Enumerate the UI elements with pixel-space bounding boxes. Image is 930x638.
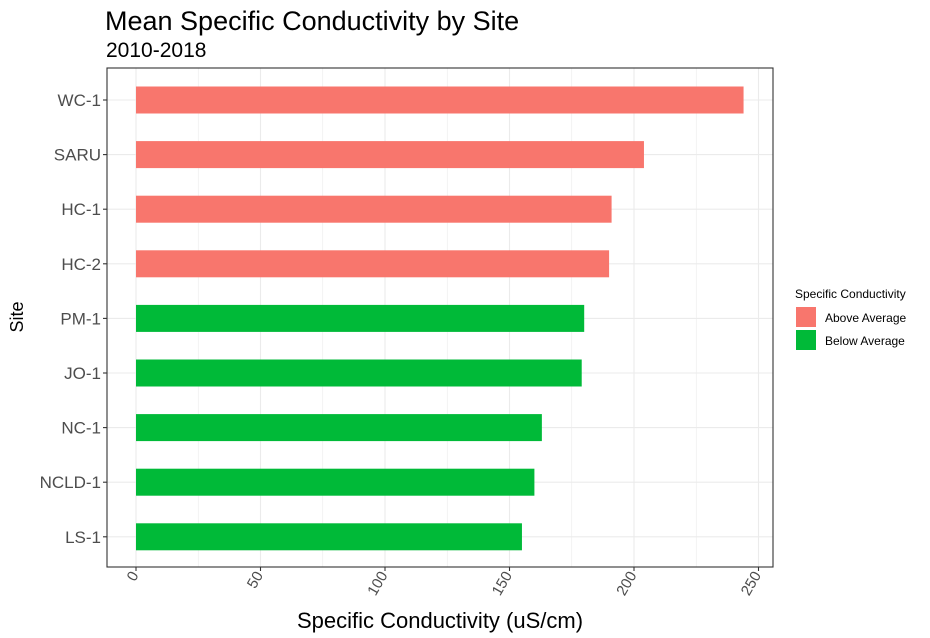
y-tick-label: SARU <box>54 146 101 165</box>
y-tick-label: LS-1 <box>65 528 101 547</box>
plot-border <box>106 67 774 568</box>
chart-subtitle: 2010-2018 <box>106 39 206 62</box>
legend: Specific Conductivity Above Average Below… <box>795 287 907 350</box>
bar-wc-1 <box>136 86 744 114</box>
x-tick-label: 100 <box>364 569 391 599</box>
y-tick-label: NC-1 <box>61 419 101 438</box>
bar-ncld-1 <box>136 468 535 496</box>
x-tick-label: 150 <box>489 569 516 599</box>
legend-label: Below Average <box>825 334 905 348</box>
bar-nc-1 <box>136 414 542 442</box>
legend-key-above-average <box>796 307 816 327</box>
y-tick-label: HC-1 <box>61 200 101 219</box>
x-tick-label: 0 <box>124 569 143 585</box>
x-axis-label: Specific Conductivity (uS/cm) <box>297 608 583 633</box>
bar-hc-2 <box>136 250 610 278</box>
y-tick-label: JO-1 <box>64 364 101 383</box>
x-tick-label: 50 <box>244 569 267 592</box>
chart-title: Mean Specific Conductivity by Site <box>105 6 519 36</box>
legend-key-below-average <box>796 330 816 350</box>
y-axis-label: Site <box>7 301 27 332</box>
bar-hc-1 <box>136 195 612 223</box>
bar-saru <box>136 141 644 169</box>
x-tick-label: 200 <box>613 569 640 599</box>
y-tick-label: HC-2 <box>61 255 101 274</box>
legend-label: Above Average <box>825 311 907 325</box>
x-tick-label: 250 <box>738 569 765 599</box>
legend-title: Specific Conductivity <box>795 287 906 301</box>
y-axis: WC-1 SARU HC-1 HC-2 PM-1 JO-1 NC-1 NCLD-1 LS-1 <box>40 91 107 547</box>
x-axis: 0 50 100 150 200 250 <box>124 567 765 599</box>
y-tick-label: NCLD-1 <box>40 473 101 492</box>
y-tick-label: WC-1 <box>58 91 101 110</box>
y-tick-label: PM-1 <box>60 309 101 328</box>
bar-ls-1 <box>136 523 522 551</box>
bars <box>136 86 744 551</box>
bar-jo-1 <box>136 359 582 387</box>
bar-pm-1 <box>136 304 585 332</box>
